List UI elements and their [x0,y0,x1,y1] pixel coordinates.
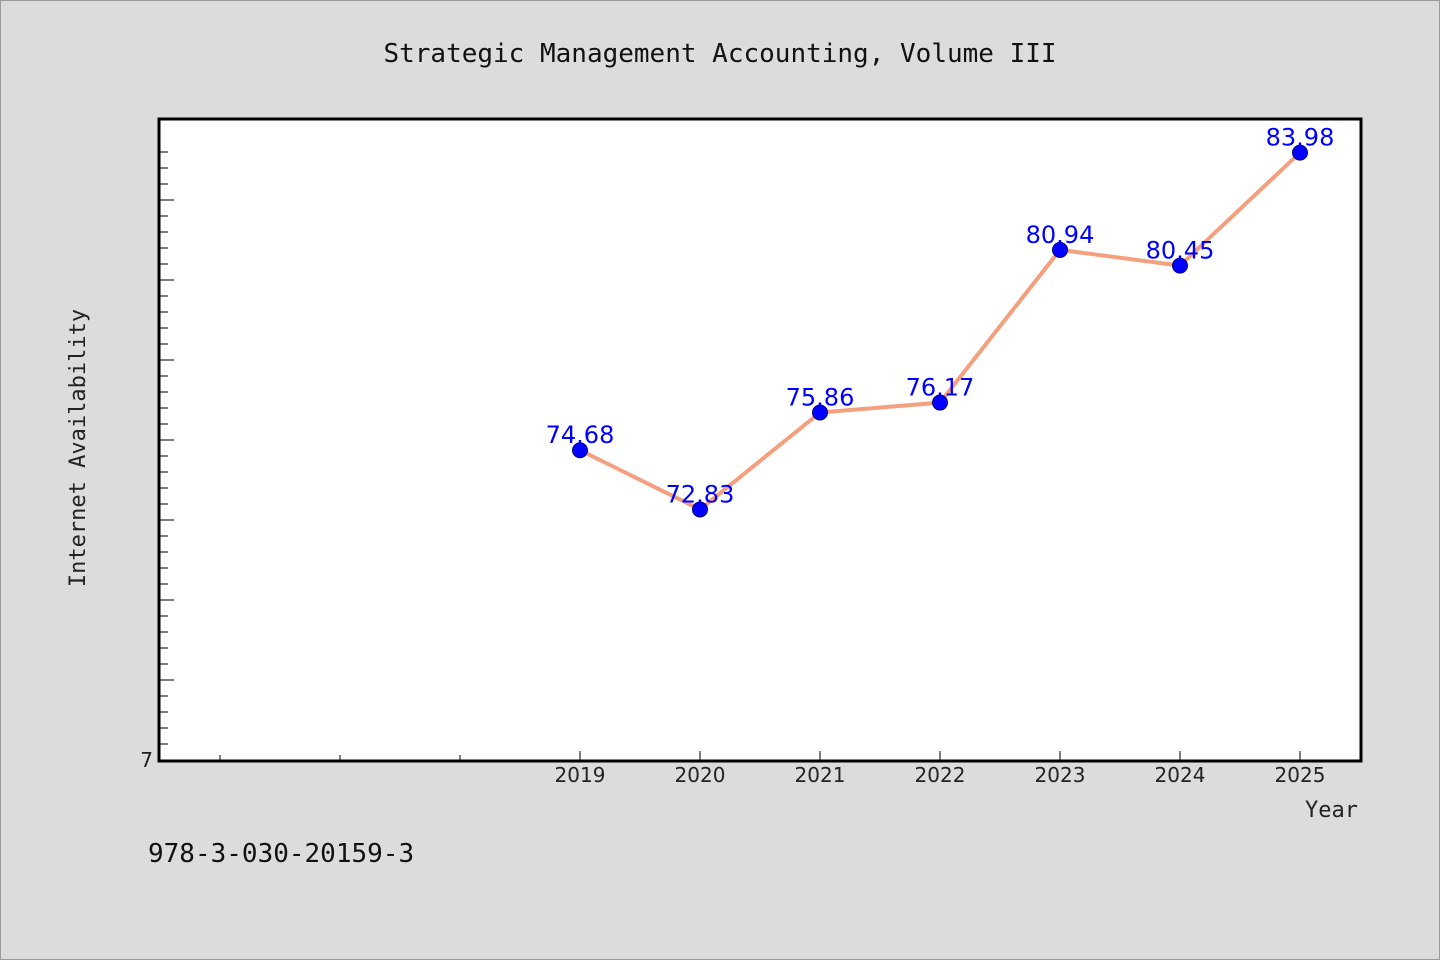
data-point [1292,144,1308,161]
isbn-footer: 978-3-030-20159-3 [148,839,414,869]
y-axis-minor-ticks [160,151,174,761]
data-point [692,501,708,518]
data-label: 74.68 [546,421,615,449]
data-labels: 74.68 72.83 75.86 76.17 80.94 80.45 83.98 [546,124,1335,509]
x-tick-label: 2025 [1275,763,1326,787]
data-markers [572,144,1308,518]
data-label: 80.45 [1146,237,1215,265]
y-axis-title: Internet Availability [66,309,91,587]
data-point [1172,257,1188,274]
x-tick-label: 2019 [555,763,606,787]
data-point [932,394,948,411]
data-label: 75.86 [786,383,855,411]
x-tick-label: 2021 [795,763,846,787]
x-tick-label: 2023 [1035,763,1086,787]
x-tick-label: 2020 [675,763,726,787]
x-axis-ticks [219,751,1301,760]
data-label: 72.83 [666,480,735,508]
x-tick-label: 2022 [915,763,966,787]
data-point [1052,241,1068,258]
plot-area [157,117,1363,763]
x-axis-title: Year [1305,798,1358,823]
y-tick-label: 7 [140,748,153,772]
y-axis-tick-labels: 7 [140,748,153,772]
data-point [812,404,828,421]
data-point [572,442,588,459]
data-label: 83.98 [1266,124,1335,152]
x-axis-tick-labels: 2019 2020 2021 2022 2023 2024 2025 [555,763,1326,787]
data-label: 76.17 [906,374,975,402]
x-tick-label: 2024 [1155,763,1206,787]
data-label: 80.94 [1026,221,1095,249]
chart-title: Strategic Management Accounting, Volume … [383,39,1056,69]
